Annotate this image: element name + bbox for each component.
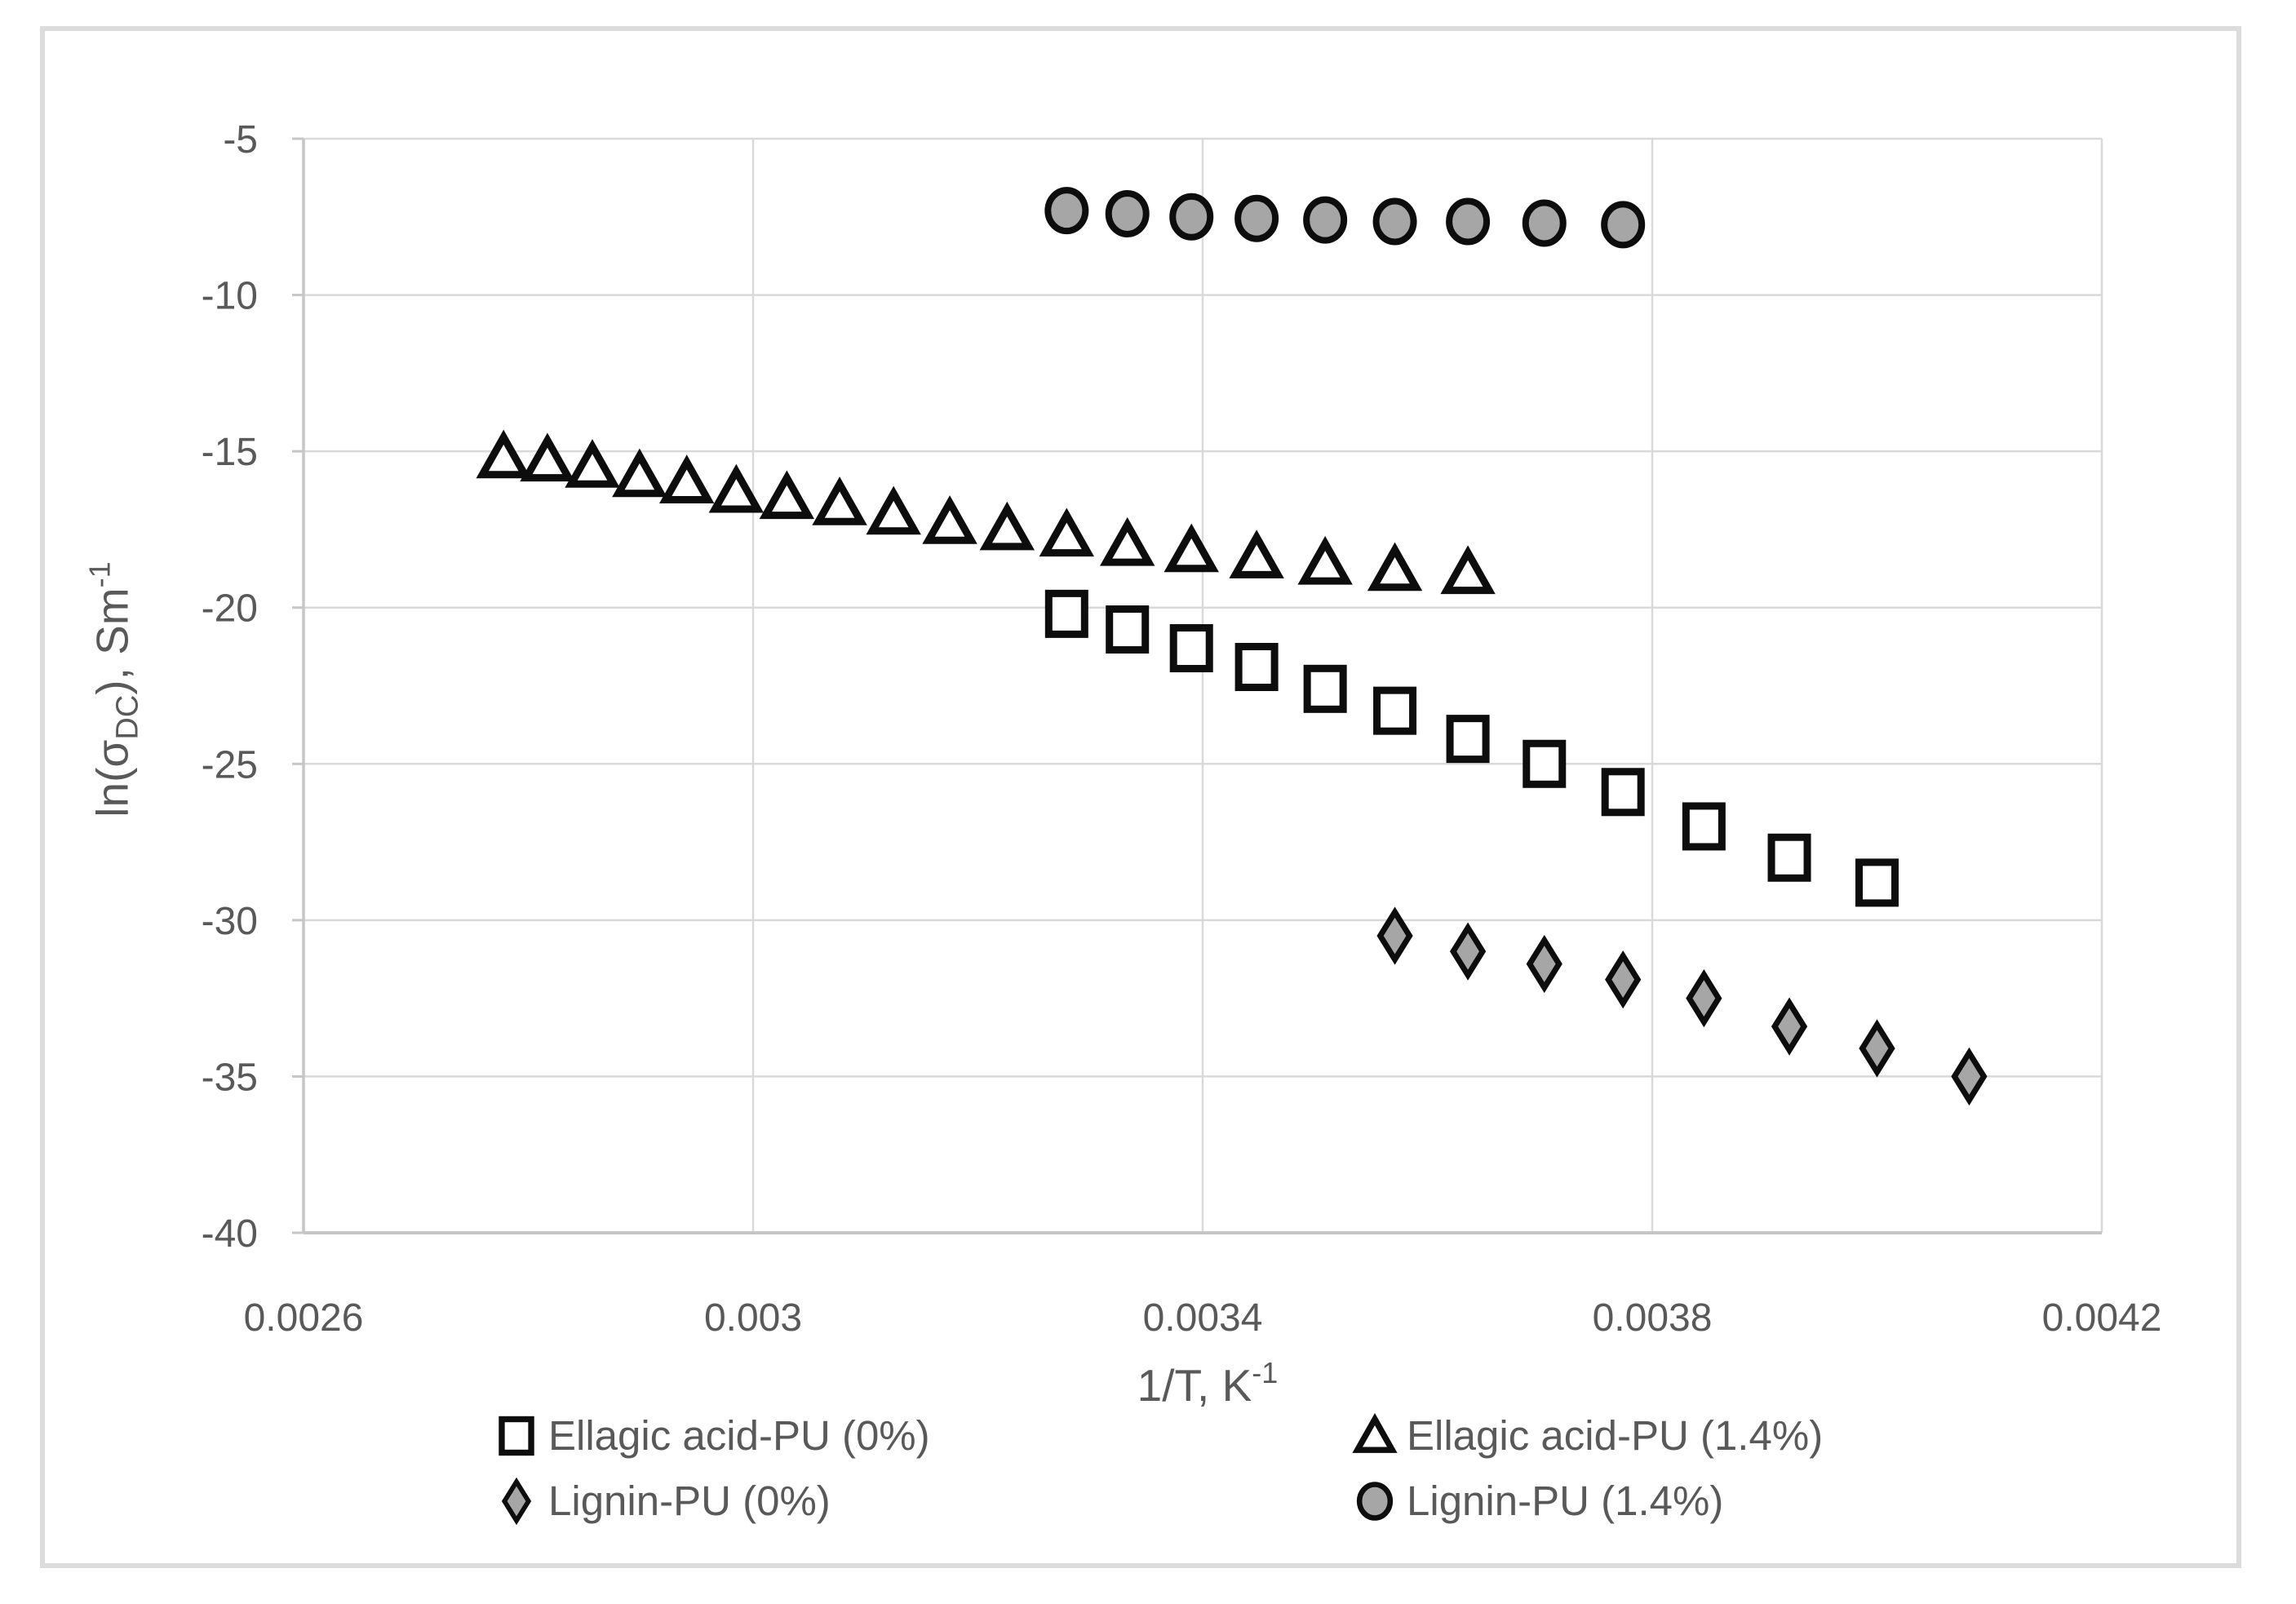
marker-square — [1303, 664, 1347, 713]
marker-triangle — [565, 439, 620, 488]
x-tick-label: 0.0042 — [2042, 1296, 2162, 1340]
y-tick-label: -30 — [202, 900, 258, 943]
marker-circle — [1601, 201, 1646, 249]
figure-frame — [40, 26, 2241, 1568]
x-tick-label: 0.003 — [704, 1296, 802, 1340]
y-tick-label: -40 — [202, 1212, 258, 1256]
marker-triangle — [1367, 542, 1423, 592]
marker-triangle — [922, 495, 977, 544]
x-axis-title: 1/T, K-1 — [963, 1356, 1452, 1411]
marker-square — [1234, 643, 1279, 692]
x-axis-title-sup: -1 — [1252, 1356, 1279, 1389]
series-triangle — [476, 429, 1496, 595]
marker-circle — [1522, 199, 1567, 247]
marker-diamond — [1771, 997, 1808, 1056]
y-tick-label: -5 — [223, 118, 258, 162]
series-circle — [1044, 187, 1646, 249]
marker-diamond — [1449, 922, 1487, 981]
marker-square — [1682, 802, 1726, 851]
marker-triangle — [708, 463, 765, 513]
marker-triangle — [659, 454, 715, 503]
y-axis-title-sub: DC — [110, 694, 145, 740]
marker-triangle — [476, 429, 531, 479]
marker-triangle — [1229, 529, 1284, 578]
marker-square — [1446, 715, 1490, 764]
marker-triangle — [520, 432, 575, 482]
y-tick-label: -20 — [202, 587, 258, 631]
marker-square — [1373, 686, 1417, 735]
marker-diamond — [1376, 906, 1413, 965]
y-tick-label: -25 — [202, 743, 258, 786]
marker-square — [1855, 858, 1899, 907]
marker-circle — [1303, 196, 1348, 244]
marker-triangle — [1039, 507, 1095, 557]
marker-diamond — [1951, 1047, 1988, 1106]
marker-triangle — [866, 485, 921, 535]
marker-triangle — [759, 470, 815, 520]
marker-triangle — [979, 501, 1035, 551]
marker-square — [1601, 768, 1645, 817]
x-tick-label: 0.0034 — [1143, 1296, 1263, 1340]
x-axis-title-main: 1/T, K — [1137, 1360, 1252, 1411]
marker-square — [1767, 833, 1811, 882]
y-axis-title-sup: -1 — [82, 561, 117, 588]
y-tick-label: -35 — [202, 1056, 258, 1099]
x-tick-label: 0.0038 — [1593, 1296, 1713, 1340]
y-tick-label: -10 — [202, 275, 258, 318]
marker-circle — [1169, 193, 1214, 241]
y-axis-title-pre: ln(σ — [86, 739, 138, 818]
marker-circle — [1044, 187, 1089, 235]
marker-square — [1169, 624, 1213, 673]
y-axis-title: ln(σDC), Sm-1 — [83, 561, 146, 817]
marker-triangle — [1099, 516, 1155, 566]
y-tick-label: -15 — [202, 431, 258, 474]
marker-diamond — [1605, 950, 1642, 1009]
x-tick-label: 0.0026 — [244, 1296, 364, 1340]
marker-triangle — [812, 476, 867, 525]
marker-triangle — [612, 448, 667, 498]
marker-square — [1044, 589, 1088, 638]
marker-diamond — [1859, 1019, 1895, 1078]
marker-circle — [1105, 189, 1150, 237]
marker-triangle — [1297, 535, 1353, 585]
marker-square — [1106, 605, 1150, 654]
marker-circle — [1446, 197, 1491, 246]
marker-diamond — [1526, 934, 1562, 994]
series-diamond — [1376, 906, 1988, 1106]
marker-circle — [1372, 197, 1417, 246]
marker-square — [1523, 739, 1567, 788]
y-axis-title-mid: ), Sm — [86, 587, 138, 695]
series-square — [1044, 589, 1899, 907]
marker-diamond — [1686, 969, 1722, 1028]
marker-triangle — [1164, 523, 1219, 573]
marker-triangle — [1440, 545, 1496, 595]
marker-circle — [1234, 194, 1279, 242]
